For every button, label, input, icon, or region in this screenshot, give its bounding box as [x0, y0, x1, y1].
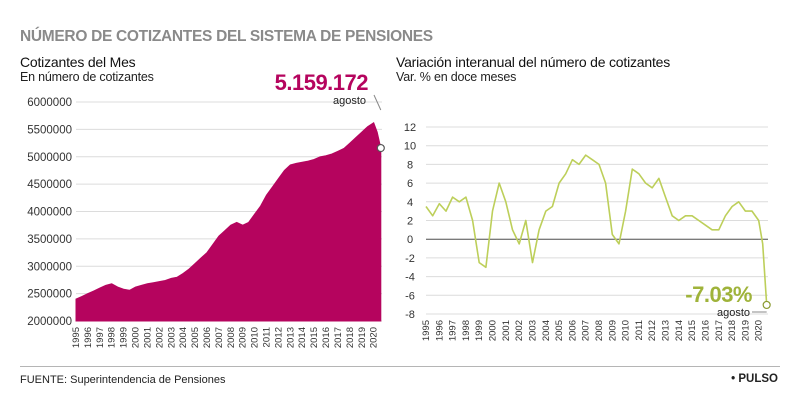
annotation-value: 5.159.172: [275, 70, 369, 95]
x-tick-label: 2009: [238, 327, 249, 348]
footer-divider: [20, 366, 780, 367]
x-tick-label: 1998: [461, 320, 472, 341]
y-tick-label: -4: [405, 272, 415, 284]
x-tick-label: 1996: [434, 320, 445, 341]
x-tick-label: 2001: [142, 327, 153, 348]
x-tick-label: 2013: [661, 320, 672, 341]
brand-logo: • PULSO: [731, 373, 778, 385]
y-tick-label: 3500000: [27, 234, 72, 246]
x-tick-label: 2007: [214, 327, 225, 348]
area-series-cotizantes: [75, 122, 382, 322]
x-tick-label: 2010: [621, 320, 632, 341]
y-tick-label: 5500000: [27, 124, 72, 136]
y-tick-label: 8: [407, 159, 413, 171]
x-tick-label: 2017: [333, 327, 344, 348]
annotation-month: agosto: [333, 95, 366, 107]
x-tick-label: 2016: [700, 320, 711, 341]
x-tick-label: 2019: [740, 320, 751, 341]
y-tick-label: -2: [405, 253, 415, 265]
x-tick-label: 2005: [554, 320, 565, 341]
x-tick-label: 2006: [202, 327, 213, 348]
left-chart-subtitle: En número de cotizantes: [20, 70, 154, 84]
x-tick-label: 2015: [309, 327, 320, 348]
y-tick-label: -6: [405, 290, 415, 302]
y-tick-label: 10: [404, 141, 416, 153]
annotation-leader: [373, 94, 382, 111]
x-tick-label: 2012: [273, 327, 284, 348]
x-tick-label: 2000: [488, 320, 499, 341]
x-tick-label: 2019: [357, 327, 368, 348]
x-tick-label: 1996: [83, 327, 94, 348]
x-tick-label: 2015: [687, 320, 698, 341]
x-tick-label: 2002: [154, 327, 165, 348]
x-tick-label: 2004: [178, 327, 189, 348]
y-tick-label: 5000000: [27, 152, 72, 164]
y-tick-label: 12: [404, 122, 416, 134]
x-tick-label: 2011: [634, 320, 645, 340]
line-series-variacion: [425, 154, 768, 305]
x-tick-label: 2002: [514, 320, 525, 341]
x-tick-label: 1997: [448, 320, 459, 341]
x-tick-label: 2003: [166, 327, 177, 348]
y-tick-label: 6: [407, 178, 413, 190]
x-tick-label: 2018: [345, 327, 356, 348]
x-tick-label: 2003: [527, 320, 538, 341]
x-tick-label: 1995: [421, 320, 432, 341]
x-tick-label: 2000: [131, 327, 142, 348]
x-tick-label: 2004: [541, 320, 552, 341]
y-tick-label: 3000000: [27, 261, 72, 273]
y-tick-label: -8: [405, 309, 415, 321]
x-tick-label: 2006: [567, 320, 578, 341]
left-chart-title: Cotizantes del Mes: [20, 54, 136, 70]
x-tick-label: 2014: [297, 327, 308, 348]
source-note: FUENTE: Superintendencia de Pensiones: [20, 374, 226, 386]
x-tick-label: 2020: [369, 327, 380, 348]
endpoint-marker: [376, 143, 385, 153]
x-tick-label: 1999: [474, 320, 485, 341]
y-tick-label: 2500000: [27, 289, 72, 301]
x-tick-label: 2007: [581, 320, 592, 341]
x-tick-label: 1997: [95, 327, 106, 348]
x-tick-label: 2008: [226, 327, 237, 348]
x-tick-label: 2011: [262, 327, 273, 347]
y-tick-label: 4: [407, 197, 413, 209]
x-tick-label: 2018: [727, 320, 738, 341]
y-tick-label: 4000000: [27, 207, 72, 219]
x-tick-label: 2020: [754, 320, 765, 341]
annotation-value: -7.03%: [685, 282, 752, 307]
x-tick-label: 2016: [321, 327, 332, 348]
annotation-month: agosto: [717, 307, 750, 319]
x-tick-label: 2017: [714, 320, 725, 341]
x-tick-label: 2014: [674, 320, 685, 341]
x-tick-label: 2009: [607, 320, 618, 341]
x-tick-label: 2008: [594, 320, 605, 341]
x-tick-label: 2012: [647, 320, 658, 341]
right-chart-subtitle: Var. % en doce meses: [396, 70, 517, 84]
x-tick-label: 2013: [285, 327, 296, 348]
x-tick-label: 1998: [107, 327, 118, 348]
x-tick-label: 2010: [250, 327, 261, 348]
x-tick-label: 2005: [190, 327, 201, 348]
endpoint-marker: [762, 300, 771, 310]
y-tick-label: 6000000: [27, 97, 72, 109]
y-tick-label: 2000000: [27, 316, 72, 328]
right-chart-title: Variación interanual del número de cotiz…: [396, 54, 671, 70]
x-tick-label: 1995: [71, 327, 82, 348]
y-tick-label: 2: [407, 216, 413, 228]
y-tick-label: 0: [407, 234, 413, 246]
x-tick-label: 1999: [119, 327, 130, 348]
y-tick-label: 4500000: [27, 179, 72, 191]
page-title: NÚMERO DE COTIZANTES DEL SISTEMA DE PENS…: [20, 28, 433, 45]
x-tick-label: 2001: [501, 320, 512, 341]
